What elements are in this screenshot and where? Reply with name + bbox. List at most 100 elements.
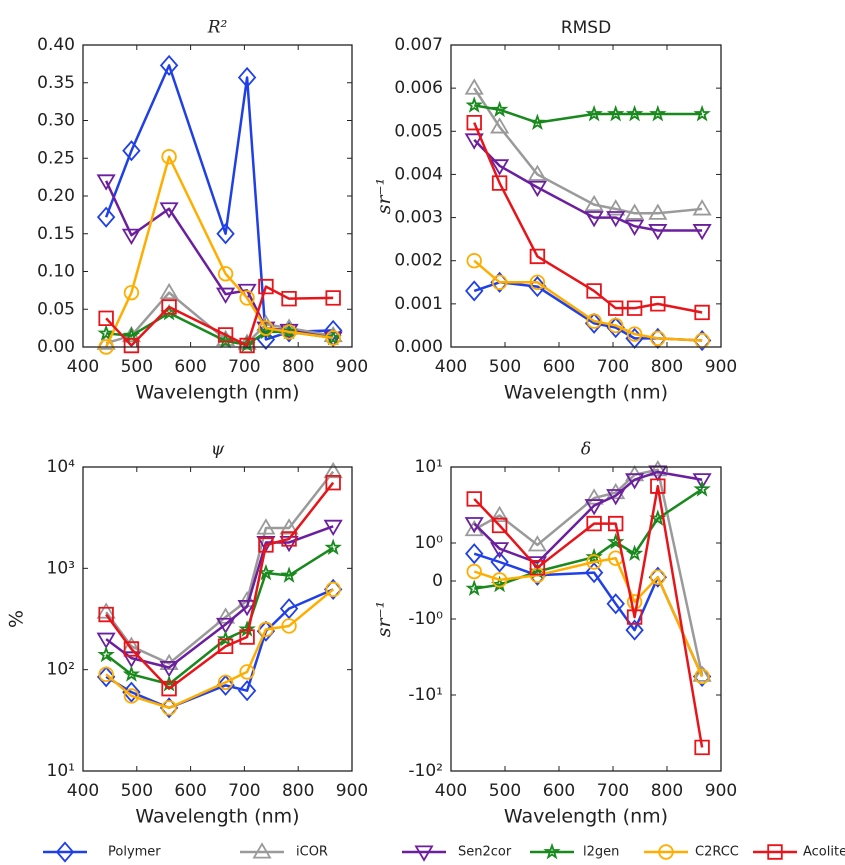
data-point bbox=[586, 283, 602, 299]
x-axis-label: Wavelength (nm) bbox=[135, 382, 299, 404]
data-point bbox=[123, 337, 140, 354]
x-tick-label: 600 bbox=[543, 357, 575, 377]
data-point bbox=[626, 300, 643, 316]
data-point bbox=[216, 674, 235, 696]
y-tick-label: 10¹ bbox=[415, 457, 443, 477]
data-point bbox=[258, 621, 274, 638]
y-axis-label: % bbox=[6, 610, 28, 628]
data-point bbox=[237, 680, 257, 702]
x-tick-label: 600 bbox=[174, 357, 206, 377]
data-point bbox=[161, 680, 177, 697]
y-tick-label: 0.05 bbox=[37, 299, 75, 319]
legend-label: Polymer bbox=[108, 845, 161, 860]
data-point bbox=[281, 531, 297, 547]
data-point bbox=[325, 290, 341, 306]
data-point bbox=[607, 104, 625, 122]
legend-marker bbox=[414, 845, 434, 862]
data-point bbox=[650, 296, 666, 312]
y-tick-label: 0.25 bbox=[37, 148, 75, 168]
x-tick-label: 900 bbox=[705, 781, 737, 801]
y-tick-label: 0.35 bbox=[37, 73, 75, 93]
x-tick-label: 400 bbox=[67, 781, 99, 801]
data-point bbox=[625, 104, 644, 122]
data-point bbox=[529, 560, 546, 576]
data-point bbox=[607, 317, 624, 334]
data-point bbox=[279, 518, 299, 535]
subplot-title: R² bbox=[207, 18, 228, 38]
legend-marker bbox=[543, 842, 561, 860]
data-point bbox=[606, 593, 625, 615]
data-point bbox=[606, 211, 626, 228]
legend-label: C2RCC bbox=[695, 845, 739, 860]
data-point bbox=[122, 681, 141, 703]
data-point bbox=[585, 104, 603, 122]
x-tick-label: 500 bbox=[121, 357, 153, 377]
data-point bbox=[692, 665, 712, 682]
x-tick-label: 500 bbox=[121, 781, 153, 801]
data-point bbox=[693, 104, 711, 122]
data-point bbox=[529, 248, 546, 265]
data-point bbox=[528, 113, 547, 131]
subplot: δ Wavelength (nm) sr⁻¹ 400 500 600 700 800 900 -1… bbox=[373, 440, 737, 828]
data-point bbox=[491, 517, 508, 534]
data-point bbox=[650, 330, 666, 347]
data-point bbox=[584, 562, 604, 584]
y-tick-label: 10² bbox=[47, 660, 75, 680]
data-point bbox=[256, 518, 276, 535]
data-point bbox=[96, 632, 116, 649]
data-point bbox=[650, 478, 666, 494]
data-point bbox=[625, 203, 645, 220]
data-point bbox=[694, 304, 710, 321]
subplot-title: δ bbox=[581, 440, 591, 460]
x-tick-label: 700 bbox=[228, 781, 260, 801]
data-point bbox=[490, 542, 510, 559]
data-point bbox=[159, 661, 179, 678]
data-point bbox=[97, 645, 115, 663]
plot-frame bbox=[82, 466, 353, 772]
data-point bbox=[281, 290, 297, 307]
data-point bbox=[490, 159, 510, 176]
x-tick-label: 800 bbox=[651, 357, 683, 377]
x-tick-label: 900 bbox=[336, 357, 368, 377]
data-point bbox=[584, 488, 604, 505]
y-tick-label: 0.006 bbox=[394, 78, 443, 98]
x-tick-label: 600 bbox=[174, 781, 206, 801]
data-point bbox=[608, 300, 624, 316]
data-point bbox=[491, 572, 508, 588]
x-tick-label: 800 bbox=[282, 357, 314, 377]
data-point bbox=[648, 203, 668, 220]
x-tick-label: 800 bbox=[282, 781, 314, 801]
data-point bbox=[648, 224, 668, 241]
data-point bbox=[466, 253, 482, 269]
subplot: R² Wavelength (nm) 400 500 600 700 800 900 0.00 0… bbox=[37, 18, 368, 404]
data-point bbox=[465, 96, 483, 113]
data-point bbox=[606, 489, 626, 506]
data-point bbox=[693, 480, 711, 497]
series-line bbox=[105, 470, 335, 665]
subplot-title: RMSD bbox=[561, 18, 611, 38]
legend-label: iCOR bbox=[296, 845, 328, 860]
data-point bbox=[466, 491, 482, 507]
data-point bbox=[217, 327, 234, 343]
y-tick-label: 0.20 bbox=[37, 186, 75, 206]
y-axis-label: sr⁻¹ bbox=[373, 178, 395, 214]
legend-marker bbox=[55, 841, 75, 863]
data-point bbox=[161, 149, 177, 165]
data-point bbox=[650, 569, 666, 585]
data-point bbox=[465, 579, 483, 596]
data-point bbox=[324, 538, 342, 556]
data-point bbox=[649, 104, 667, 122]
data-point bbox=[529, 274, 546, 290]
data-point bbox=[626, 609, 643, 625]
y-tick-label: 0.00 bbox=[37, 337, 75, 357]
data-point bbox=[586, 554, 602, 570]
legend-marker bbox=[767, 844, 783, 860]
series-line bbox=[473, 122, 703, 314]
x-axis-label: Wavelength (nm) bbox=[504, 382, 668, 404]
data-point bbox=[239, 629, 255, 645]
data-point bbox=[692, 473, 712, 490]
x-tick-label: 600 bbox=[543, 781, 575, 801]
data-point bbox=[216, 331, 235, 349]
data-point bbox=[123, 688, 140, 704]
data-point bbox=[584, 312, 604, 334]
